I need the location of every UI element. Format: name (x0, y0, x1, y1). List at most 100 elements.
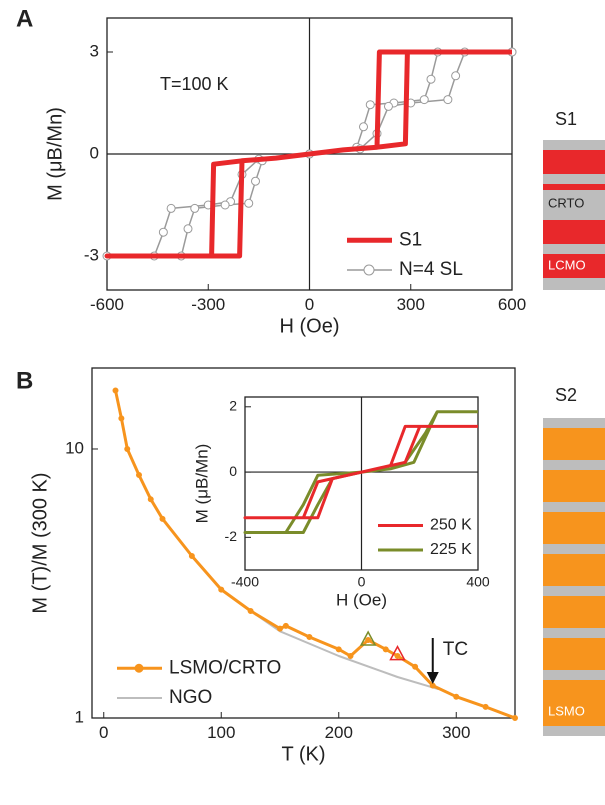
orange-layer (543, 428, 605, 460)
data-point (365, 100, 375, 110)
x-axis-label: H (Oe) (280, 316, 340, 338)
data-point (359, 122, 368, 132)
y-tick-label: 0 (90, 143, 99, 162)
tc-arrowhead (426, 672, 439, 684)
schematic-label: S2 (555, 385, 577, 405)
orange-layer (543, 470, 605, 502)
data-point (188, 553, 195, 560)
legend-label: 250 K (430, 517, 472, 534)
data-point (419, 95, 429, 105)
series-line (250, 610, 439, 691)
data-point (159, 515, 166, 522)
data-point (218, 586, 225, 593)
x-tick-label: 400 (466, 573, 490, 589)
triangle-marker (389, 645, 406, 661)
data-point (453, 693, 460, 700)
chart-panel: -600 -300 0 300 600 -3 0 3 H (Oe) M (μB/Mn) S1 N=4 … (16, 5, 526, 337)
series-line (104, 49, 512, 259)
y-axis-label: M (μB/Mn) (192, 444, 211, 524)
legend-label: S1 (399, 229, 422, 250)
data-point (251, 176, 260, 186)
data-point (382, 646, 389, 653)
x-tick-label: -300 (191, 295, 225, 314)
legend-marker (134, 663, 144, 673)
x-tick-label: 100 (207, 723, 235, 742)
red-layer (543, 220, 605, 244)
data-point (244, 198, 254, 208)
x-tick-label: 600 (498, 295, 526, 314)
data-point (335, 646, 342, 653)
data-point (183, 224, 193, 234)
tc-label: TC (443, 639, 468, 660)
data-point (365, 636, 372, 643)
data-point (166, 203, 176, 213)
data-point (277, 625, 283, 632)
annotation: T=100 K (160, 74, 229, 94)
x-tick-label: 0 (99, 723, 108, 742)
x-tick-label: 0 (358, 573, 366, 589)
panel-letter: A (16, 5, 33, 32)
y-tick-label: 2 (229, 397, 237, 413)
y-tick-label: 1 (75, 707, 84, 726)
x-tick-label: -400 (231, 573, 259, 589)
layer-label: CRTO (548, 195, 584, 210)
triangle-marker (359, 630, 377, 646)
schematic-label: S1 (555, 109, 577, 129)
data-point (112, 387, 119, 394)
data-point (158, 227, 168, 237)
legend-label: 225 K (430, 541, 472, 558)
data-point (190, 203, 200, 213)
data-point (482, 703, 489, 710)
chart-panel: -400 0 400 -2 0 2 H (Oe) M (μB/Mn) 250 K 225 K (192, 396, 490, 609)
data-point (451, 71, 461, 81)
x-tick-label: 300 (397, 295, 425, 314)
data-point (282, 622, 289, 629)
y-tick-label: -2 (225, 528, 238, 544)
panel-letter: B (16, 367, 33, 394)
series-line (243, 424, 478, 520)
y-tick-label: -3 (84, 245, 99, 264)
layer-label: LSMO (548, 703, 585, 718)
schematic-s1: S1 CRTO LCMO (543, 109, 605, 290)
data-point (512, 715, 518, 721)
orange-layer (543, 554, 605, 586)
data-point (383, 101, 393, 111)
data-point (306, 634, 313, 641)
legend-label: NGO (169, 687, 212, 708)
legend-label: N=4 SL (399, 259, 463, 280)
data-point (136, 472, 142, 479)
orange-layer (543, 638, 605, 670)
orange-layer (543, 596, 605, 628)
red-layer (543, 254, 605, 278)
red-layer (543, 150, 605, 174)
schematic-s2: S2 LSMO (543, 385, 605, 736)
data-point (347, 653, 354, 660)
y-tick-label: 10 (65, 438, 84, 457)
x-tick-label: 0 (305, 295, 314, 314)
series-line (114, 390, 516, 720)
data-point (394, 653, 401, 660)
y-axis-label: M (μB/Mn) (44, 107, 66, 201)
legend-label: LSMO/CRTO (169, 657, 281, 678)
data-point (412, 663, 419, 670)
orange-layer (543, 512, 605, 544)
x-axis-label: T (K) (281, 744, 325, 766)
data-point (124, 445, 131, 452)
data-point (443, 95, 453, 105)
layer-label: LCMO (548, 257, 586, 272)
data-point (147, 496, 154, 503)
legend-marker (363, 264, 375, 276)
y-tick-label: 3 (90, 41, 99, 60)
y-tick-label: 0 (229, 463, 237, 479)
data-point (220, 200, 230, 210)
data-point (426, 74, 436, 84)
x-tick-label: -600 (90, 295, 124, 314)
x-tick-label: 200 (325, 723, 353, 742)
x-axis-label: H (Oe) (336, 590, 387, 609)
data-point (247, 607, 254, 614)
y-axis-label: M (T)/M (300 K) (29, 472, 51, 613)
data-point (118, 415, 125, 422)
orange-layer (543, 680, 605, 726)
red-layer (543, 184, 605, 190)
